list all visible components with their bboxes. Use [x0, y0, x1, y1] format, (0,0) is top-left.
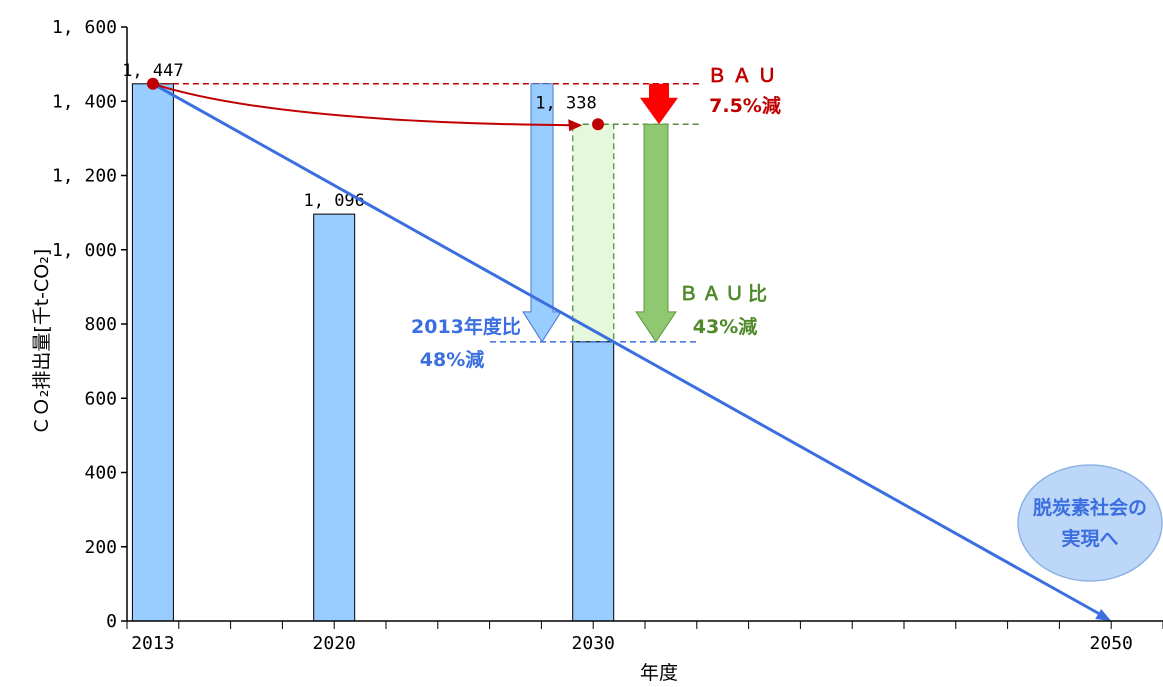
bau-curve-arrowhead: [568, 119, 583, 132]
bar-2013: [131, 83, 174, 622]
bau-reduction-arrow: [640, 83, 678, 125]
target-trend-line: [152, 82, 1104, 618]
y-tick-label: 400: [84, 463, 117, 484]
vs-2013-title: 2013年度比: [411, 315, 521, 338]
bau-reduction-text: 7.5%減: [709, 94, 781, 117]
reduction-2013-arrow: [522, 83, 562, 343]
axes: 0 200 400 600 800 1, 000 1, 200 1, 400 1, 600 201…: [52, 17, 1163, 654]
y-tick-label: 1, 000: [52, 240, 117, 261]
bau-2030-label: 1, 338: [535, 93, 596, 113]
x-tick-label: 2050: [1090, 633, 1133, 654]
y-tick-label: 1, 200: [52, 166, 117, 187]
x-tick-label: 2020: [313, 633, 356, 654]
vs-bau-title: ＢＡＵ比: [679, 283, 771, 305]
bau-2030-point: [592, 118, 604, 131]
y-tick-label: 600: [84, 388, 117, 409]
bau-title: ＢＡＵ: [707, 65, 782, 87]
goal-text-line2: 実現へ: [1061, 527, 1118, 550]
reduction-bau-arrow: [635, 123, 677, 343]
x-tick-label: 2030: [572, 633, 615, 654]
y-tick-label: 1, 600: [52, 17, 117, 38]
bar-2030: [572, 341, 615, 622]
goal-bubble: [1017, 464, 1163, 582]
bau-start-point: [146, 77, 159, 90]
y-tick-label: 200: [84, 537, 117, 558]
y-axis-label: ＣＯ₂排出量[千t-CO₂]: [31, 249, 53, 436]
y-tick-label: 800: [84, 314, 117, 335]
data-label-2013: 1, 447: [122, 61, 183, 81]
plot-area: 1, 447 1, 096 1, 338 ＢＡＵ 7.5%減 ＢＡＵ比 43%減 2013年度…: [122, 61, 1163, 622]
data-label-2020: 1, 096: [303, 191, 364, 211]
y-tick-label: 0: [106, 611, 117, 632]
bau-curve: [152, 82, 573, 127]
bau-gap-box: [571, 123, 615, 343]
target-trend-arrowhead: [1095, 609, 1112, 621]
y-tick-label: 1, 400: [52, 91, 117, 112]
x-tick-label: 2013: [131, 633, 174, 654]
bar-2020: [313, 213, 356, 622]
vs-bau-reduction-text: 43%減: [693, 315, 757, 338]
vs-2013-reduction-text: 48%減: [420, 348, 484, 371]
goal-text-line1: 脱炭素社会の: [1033, 496, 1147, 519]
x-axis-label: 年度: [640, 662, 678, 684]
